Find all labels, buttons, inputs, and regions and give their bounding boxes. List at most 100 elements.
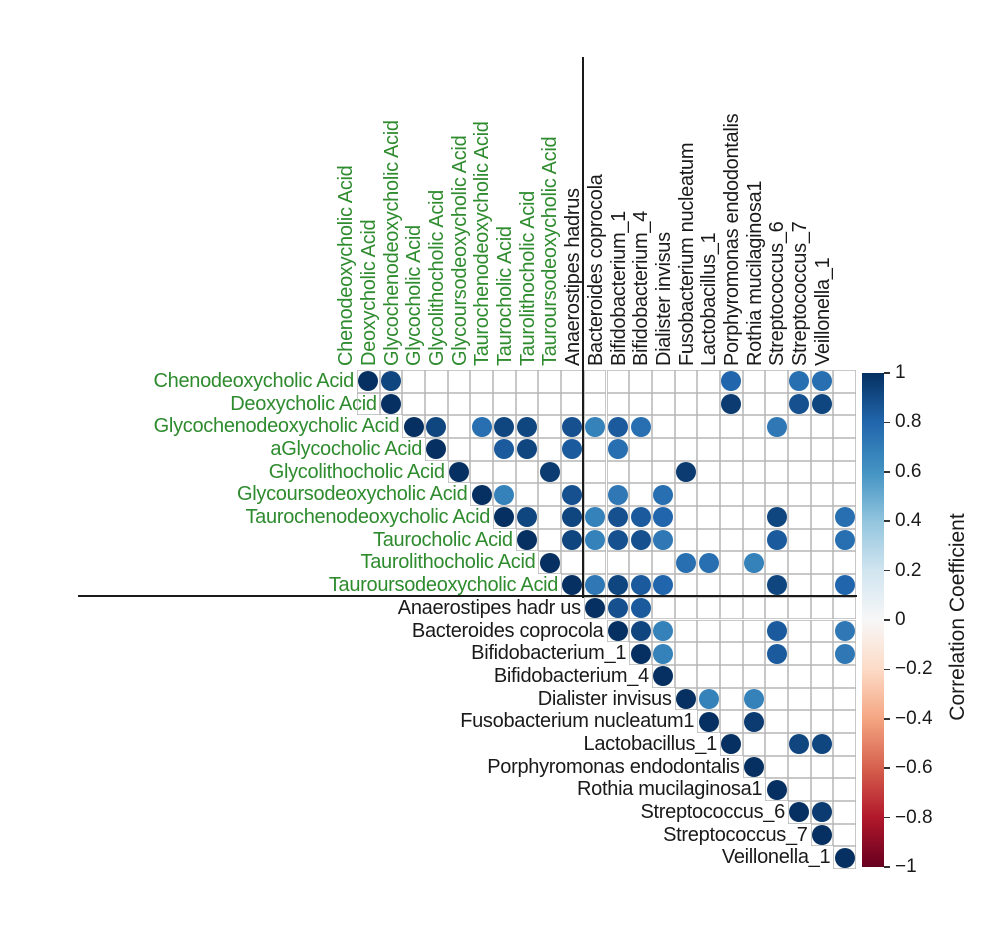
correlation-dot [653, 530, 674, 551]
column-label-bacteria: Bacteroides coprocola [584, 174, 607, 366]
matrix-cell [584, 483, 607, 506]
row-label-bacteria: Fusobacterium nucleatum1 [460, 710, 695, 733]
matrix-cell [788, 461, 811, 484]
matrix-cell [629, 370, 652, 393]
row-label-bacteria: Veillonella_1 [721, 846, 831, 869]
matrix-cell [811, 551, 834, 574]
correlation-dot [675, 552, 696, 573]
correlation-dot [585, 598, 606, 619]
matrix-cell [697, 415, 720, 438]
row-label-bile-acid: Glycoursodeoxycholic Acid [237, 483, 468, 506]
matrix-cell [493, 393, 516, 416]
matrix-cell [720, 438, 743, 461]
row-label-bacteria: Dialister invisus [537, 687, 672, 710]
matrix-cell [833, 483, 856, 506]
matrix-cell [765, 733, 788, 756]
column-label-bacteria: Streptococcus_7 [788, 221, 811, 366]
column-label-bile-acid: Glycolithocholic Acid [426, 189, 449, 366]
correlation-dot [539, 552, 560, 573]
matrix-cell [607, 393, 630, 416]
matrix-cell [720, 483, 743, 506]
correlation-dot [607, 416, 628, 437]
correlation-dot [426, 416, 447, 437]
row-label-bile-acid: Deoxycholic Acid [230, 392, 377, 415]
matrix-cell [811, 665, 834, 688]
correlation-dot [630, 598, 651, 619]
matrix-cell [720, 688, 743, 711]
correlation-dot [630, 643, 651, 664]
matrix-cell [697, 461, 720, 484]
matrix-cell [788, 574, 811, 597]
matrix-cell [697, 642, 720, 665]
colorbar-tick-label: −0.6 [895, 757, 933, 779]
row-label-bacteria: Streptococcus_6 [640, 800, 785, 823]
correlation-dot [630, 620, 651, 641]
matrix-cell [743, 620, 766, 643]
row-label-bile-acid: Glycolithocholic Acid [268, 460, 445, 483]
matrix-cell [765, 597, 788, 620]
correlation-dot [517, 507, 538, 528]
matrix-cell [743, 370, 766, 393]
matrix-cell [675, 574, 698, 597]
matrix-cell [675, 415, 698, 438]
matrix-cell [788, 506, 811, 529]
matrix-cell [675, 597, 698, 620]
matrix-cell [788, 438, 811, 461]
matrix-cell [675, 506, 698, 529]
column-label-bile-acid: Glycoursodeoxycholic Acid [448, 135, 471, 366]
correlation-dot [471, 416, 492, 437]
colorbar-title: Correlation Coefficient [946, 513, 969, 721]
correlation-dot [834, 847, 855, 868]
matrix-cell [743, 665, 766, 688]
matrix-cell [811, 461, 834, 484]
matrix-cell [743, 438, 766, 461]
matrix-cell [833, 438, 856, 461]
matrix-cell [811, 438, 834, 461]
correlation-dot [721, 371, 742, 392]
matrix-cell [743, 574, 766, 597]
matrix-cell [743, 733, 766, 756]
matrix-cell [584, 551, 607, 574]
correlation-dot [789, 394, 810, 415]
matrix-cell [629, 483, 652, 506]
row-label-bacteria: Bifidobacterium_1 [471, 642, 627, 665]
column-label-bacteria: Lactobacillus_1 [698, 232, 721, 366]
matrix-cell [788, 756, 811, 779]
correlation-dot [630, 416, 651, 437]
matrix-cell [788, 688, 811, 711]
row-label-bile-acid: Chenodeoxycholic Acid [153, 370, 355, 392]
matrix-cell [743, 506, 766, 529]
matrix-cell [538, 483, 561, 506]
matrix-cell [470, 370, 493, 393]
matrix-cell [402, 393, 425, 416]
matrix-cell [811, 529, 834, 552]
matrix-cell [765, 461, 788, 484]
correlation-dot [562, 507, 583, 528]
matrix-cell [629, 438, 652, 461]
matrix-cell [788, 778, 811, 801]
column-label-bile-acid: Taurolithocholic Acid [516, 191, 539, 366]
row-label-bacteria: Bifidobacterium_4 [493, 664, 649, 687]
correlation-dot [811, 394, 832, 415]
matrix-cell [743, 393, 766, 416]
row-label-bile-acid: Tauroursodeoxycholic Acid [328, 574, 559, 597]
matrix-cell [675, 665, 698, 688]
matrix-cell [652, 415, 675, 438]
matrix-cell [493, 461, 516, 484]
matrix-cell [448, 393, 471, 416]
matrix-cell [765, 756, 788, 779]
correlation-dot [630, 507, 651, 528]
correlation-dot [607, 507, 628, 528]
matrix-cell [765, 665, 788, 688]
matrix-cell [652, 597, 675, 620]
matrix-cell [448, 438, 471, 461]
matrix-cell [516, 483, 539, 506]
colorbar-tick-label: 0.2 [895, 559, 922, 581]
matrix-cell [811, 778, 834, 801]
matrix-cell [561, 551, 584, 574]
matrix-cell [538, 393, 561, 416]
matrix-cell [516, 370, 539, 393]
matrix-cell [584, 393, 607, 416]
column-label-bacteria: Porphyromonas endodontalis [720, 113, 743, 366]
